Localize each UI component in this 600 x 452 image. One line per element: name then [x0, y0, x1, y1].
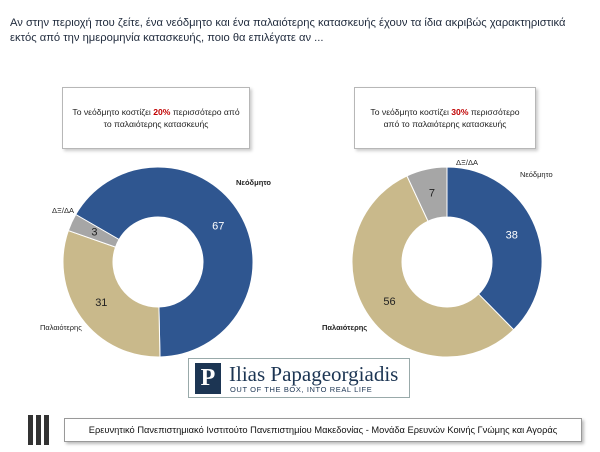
value-label: 38 [506, 229, 518, 241]
logo-bars [28, 415, 52, 445]
note-text: περισσότερο από το παλαιότερης κατασκευή… [103, 107, 240, 129]
value-label: 3 [91, 227, 97, 239]
note-highlight: 20% [153, 107, 171, 117]
logo-name: Ilias Papageorgiadis [229, 362, 399, 386]
donut-slice [351, 175, 515, 358]
donut-slice [67, 213, 120, 248]
category-label: Παλαιότερης [322, 323, 367, 332]
category-label: Νεόδμητο [520, 170, 553, 179]
note-highlight: 30% [451, 107, 469, 117]
slide-title: Αν στην περιοχή που ζείτε, ένα νεόδμητο … [10, 17, 566, 44]
logo-icon: P [195, 363, 221, 394]
value-label: 7 [429, 188, 435, 200]
donut-slice [406, 166, 448, 222]
chart-note: Το νεόδμητο κοστίζει 20% περισσότερο από… [62, 87, 250, 149]
donut-slice [62, 229, 161, 358]
category-label: Νεόδμητο [236, 178, 271, 187]
logo-tagline: OUT OF THE BOX, INTO REAL LIFE [230, 385, 373, 394]
value-label: 56 [383, 296, 395, 308]
donut-slice [75, 166, 254, 358]
category-label: ΔΞ/ΔΑ [456, 158, 478, 167]
chart-note: Το νεόδμητο κοστίζει 30% περισσότερο από… [354, 87, 536, 149]
note-text: περισσότερο από το παλαιότερης κατασκευή… [383, 107, 520, 129]
value-label: 67 [212, 220, 224, 232]
note-text: Το νεόδμητο κοστίζει [72, 107, 154, 117]
value-label: 31 [95, 297, 107, 309]
donut-slice [446, 166, 543, 331]
logo: P Ilias Papageorgiadis OUT OF THE BOX, I… [188, 358, 410, 398]
category-label: Παλαιότερης [40, 323, 82, 332]
note-text: Το νεόδμητο κοστίζει [370, 107, 452, 117]
category-label: ΔΞ/ΔΑ [52, 206, 74, 215]
footer: Ερευνητικό Πανεπιστημιακό Ινστιτούτο Παν… [64, 418, 582, 442]
